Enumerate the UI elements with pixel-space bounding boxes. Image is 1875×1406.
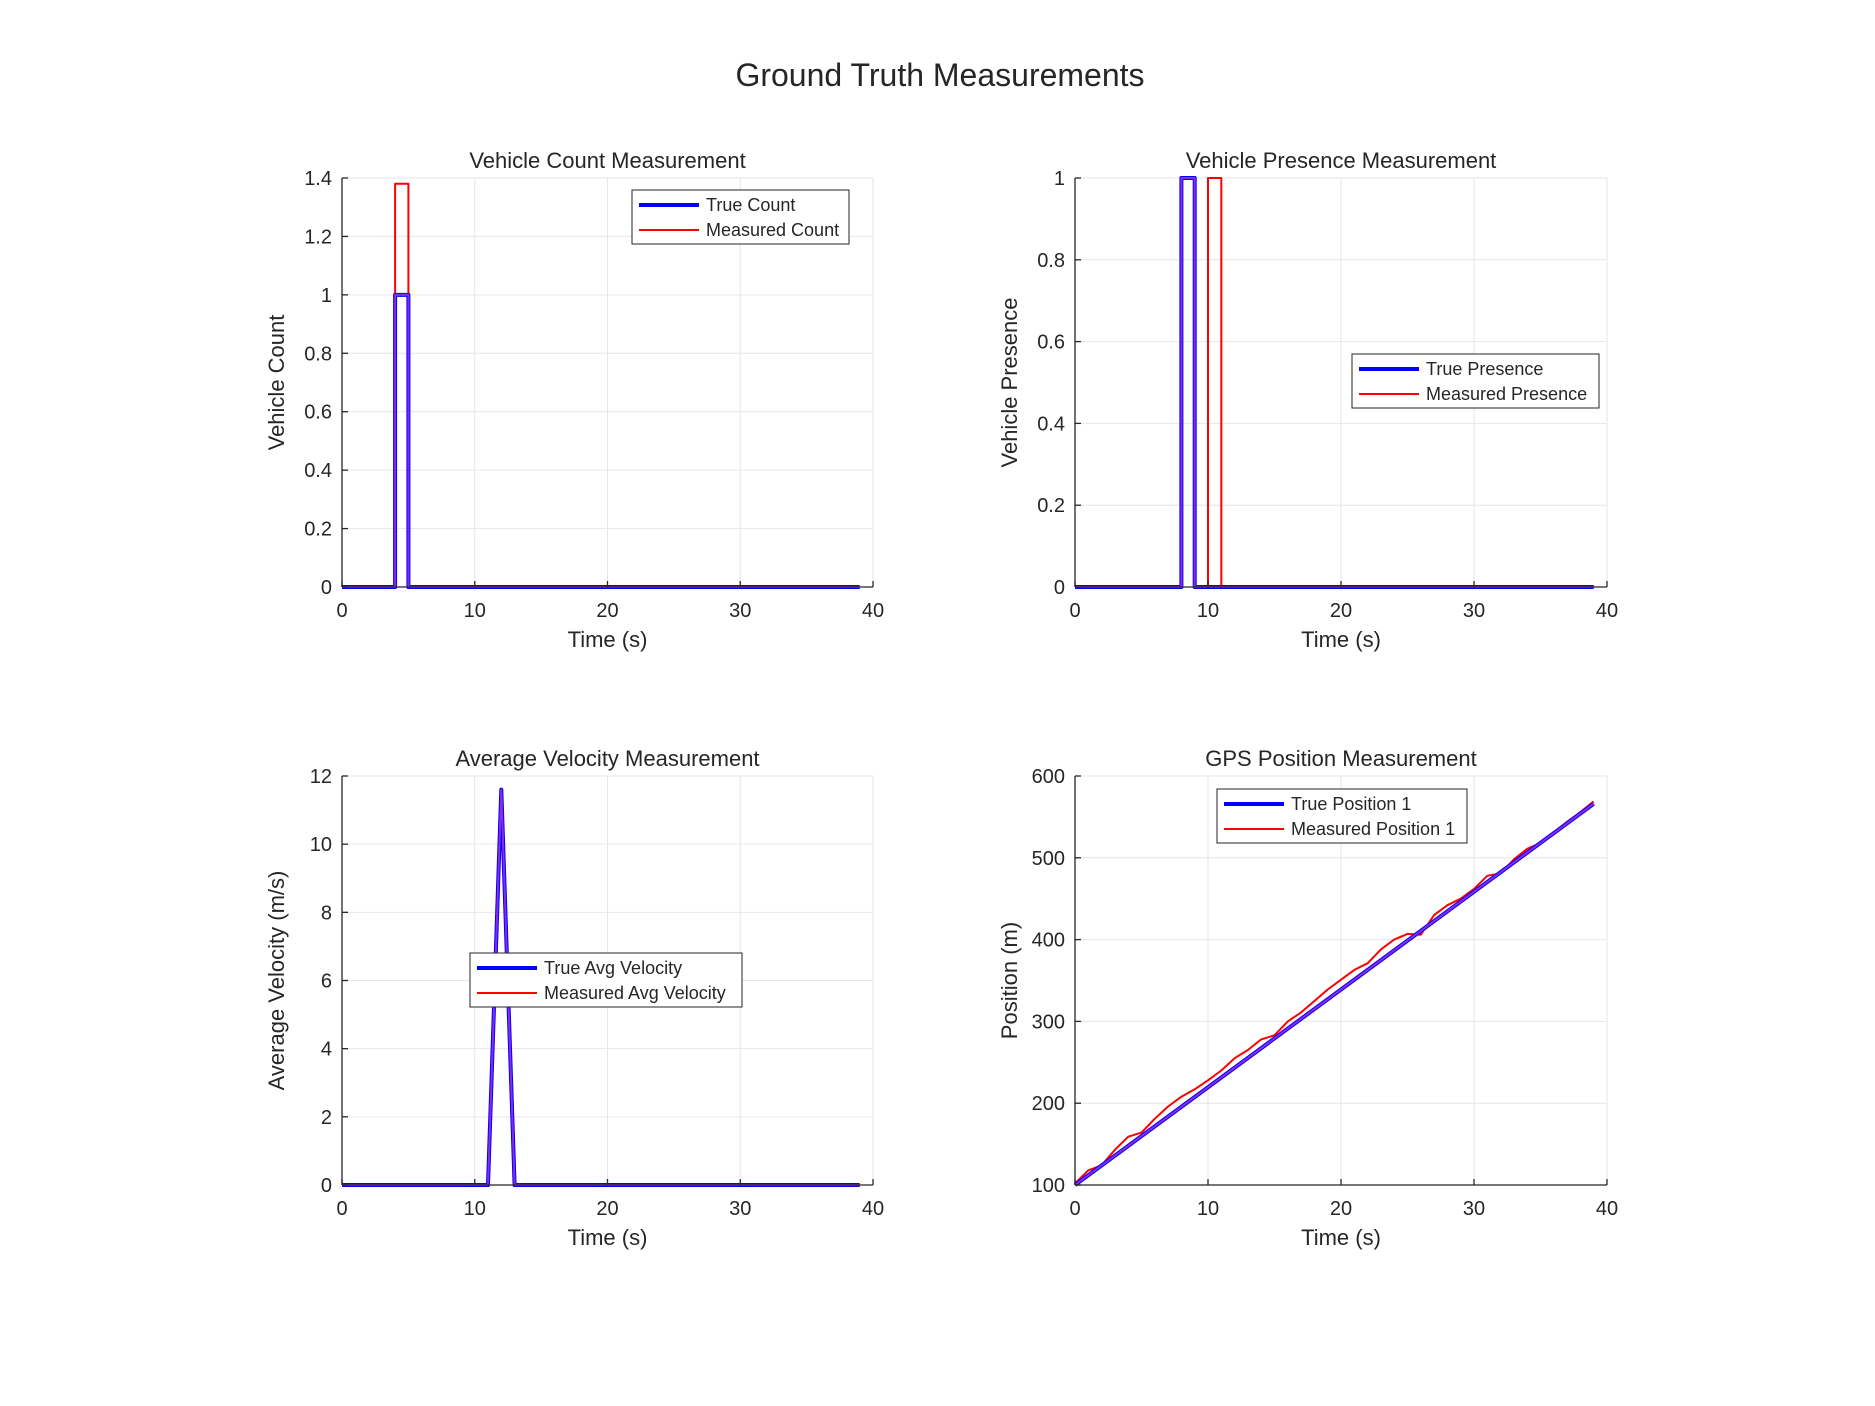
subplot-2-x-tick-label: 10 (1197, 600, 1219, 622)
subplot-3-legend: True Avg Velocity Measured Avg Velocity (469, 952, 743, 1008)
subplot-3-x-tick-label: 20 (596, 1198, 618, 1220)
subplot-3-legend-label-true-avg-velocity: True Avg Velocity (544, 958, 682, 978)
subplot-3-y-tick-label: 4 (321, 1039, 332, 1061)
subplot-4-title: GPS Position Measurement (1205, 746, 1476, 771)
subplot-1-y-label: Vehicle Count (264, 315, 289, 451)
subplot-1-vehicle-count-measurement: 0 10 20 30 40 0 0.2 0.4 0.6 0.8 1 1.2 1.4 Vehicle Cou… (264, 148, 884, 652)
subplot-1-legend: True Count Measured Count (631, 189, 850, 245)
subplot-3-y-tick-label: 12 (310, 766, 332, 788)
subplot-1-y-tick-label: 0.4 (304, 460, 332, 482)
subplot-1-y-tick-label: 0.2 (304, 519, 332, 541)
subplot-2-x-tick-label: 30 (1463, 600, 1485, 622)
subplot-1-x-tick-label: 30 (729, 600, 751, 622)
subplot-2-legend-box (1351, 353, 1600, 409)
subplot-3-x-tick-label: 30 (729, 1198, 751, 1220)
subplot-4-y-tick-label: 400 (1032, 930, 1065, 952)
subplot-3-legend-box (469, 952, 743, 1008)
subplot-4-x-tick-label: 30 (1463, 1198, 1485, 1220)
subplot-2-x-tick-label: 40 (1596, 600, 1618, 622)
subplot-4-gps-position-measurement: 0 10 20 30 40 100 200 300 400 500 600 GPS Position … (997, 746, 1618, 1250)
subplot-3-y-tick-label: 8 (321, 902, 332, 924)
subplot-2-x-tick-label: 20 (1330, 600, 1352, 622)
subplot-3-y-tick-label: 10 (310, 834, 332, 856)
subplot-2-title: Vehicle Presence Measurement (1186, 148, 1497, 173)
subplot-4-x-tick-label: 10 (1197, 1198, 1219, 1220)
subplot-2-legend-label-true-presence: True Presence (1426, 359, 1543, 379)
subplot-1-y-tick-label: 0.8 (304, 343, 332, 365)
subplot-2-y-tick-label: 0.8 (1037, 250, 1065, 272)
figure-title: Ground Truth Measurements (735, 57, 1144, 93)
subplot-4-legend-label-measured-position-1: Measured Position 1 (1291, 819, 1455, 839)
subplot-1-y-tick-label: 1.4 (304, 168, 332, 190)
subplot-4-legend-box (1216, 788, 1468, 844)
subplot-4-x-tick-label: 0 (1069, 1198, 1080, 1220)
subplot-4-y-label: Position (m) (997, 922, 1022, 1039)
subplot-2-x-tick-label: 0 (1069, 600, 1080, 622)
subplot-1-x-tick-label: 0 (336, 600, 347, 622)
subplot-2-y-tick-label: 1 (1054, 168, 1065, 190)
subplot-4-series-overlap (1074, 802, 1595, 1186)
subplot-1-y-tick-label: 0.6 (304, 402, 332, 424)
subplot-1-x-tick-label: 40 (862, 600, 884, 622)
subplot-4-x-label: Time (s) (1301, 1225, 1381, 1250)
subplot-2-y-label: Vehicle Presence (997, 298, 1022, 468)
subplot-4-y-tick-label: 300 (1032, 1011, 1065, 1033)
subplot-3-x-tick-label: 40 (862, 1198, 884, 1220)
subplot-3-y-tick-label: 0 (321, 1175, 332, 1197)
subplot-3-y-tick-label: 2 (321, 1107, 332, 1129)
subplot-3-y-label: Average Velocity (m/s) (264, 871, 289, 1091)
subplot-2-vehicle-presence-measurement: 0 10 20 30 40 0 0.2 0.4 0.6 0.8 1 Vehicle Presence … (997, 148, 1618, 652)
subplot-1-y-tick-label: 0 (321, 577, 332, 599)
subplot-3-y-tick-label: 6 (321, 971, 332, 993)
subplot-3-x-tick-label: 0 (336, 1198, 347, 1220)
subplot-1-title: Vehicle Count Measurement (469, 148, 745, 173)
subplot-1-legend-label-true-count: True Count (706, 195, 795, 215)
subplot-2-legend-label-measured-presence: Measured Presence (1426, 384, 1587, 404)
subplot-1-x-label: Time (s) (568, 627, 648, 652)
subplot-2-legend: True Presence Measured Presence (1351, 353, 1600, 409)
subplot-3-average-velocity-measurement: 0 10 20 30 40 0 2 4 6 8 10 12 Average Velocity Measu… (264, 746, 884, 1250)
subplot-1-y-tick-label: 1.2 (304, 226, 332, 248)
subplot-1-y-tick-label: 1 (321, 285, 332, 307)
subplot-3-x-tick-label: 10 (464, 1198, 486, 1220)
subplot-4-y-tick-label: 600 (1032, 766, 1065, 788)
subplot-3-legend-label-measured-avg-velocity: Measured Avg Velocity (544, 983, 726, 1003)
subplot-1-x-tick-label: 20 (596, 600, 618, 622)
subplot-2-y-tick-label: 0.6 (1037, 332, 1065, 354)
subplot-1-legend-label-measured-count: Measured Count (706, 220, 839, 240)
subplot-4-legend: True Position 1 Measured Position 1 (1216, 788, 1468, 844)
subplot-4-y-tick-label: 100 (1032, 1175, 1065, 1197)
subplot-2-y-tick-label: 0.2 (1037, 495, 1065, 517)
subplot-1-legend-box (631, 189, 850, 245)
subplot-2-y-tick-label: 0.4 (1037, 413, 1065, 435)
subplot-2-y-tick-label: 0 (1054, 577, 1065, 599)
subplot-4-y-tick-label: 500 (1032, 848, 1065, 870)
subplot-4-x-tick-label: 20 (1330, 1198, 1352, 1220)
subplot-1-x-tick-label: 10 (464, 600, 486, 622)
subplot-3-title: Average Velocity Measurement (455, 746, 759, 771)
subplot-2-x-label: Time (s) (1301, 627, 1381, 652)
subplot-4-y-tick-label: 200 (1032, 1093, 1065, 1115)
subplot-4-legend-label-true-position-1: True Position 1 (1291, 794, 1411, 814)
subplot-3-x-label: Time (s) (568, 1225, 648, 1250)
subplot-4-x-tick-label: 40 (1596, 1198, 1618, 1220)
